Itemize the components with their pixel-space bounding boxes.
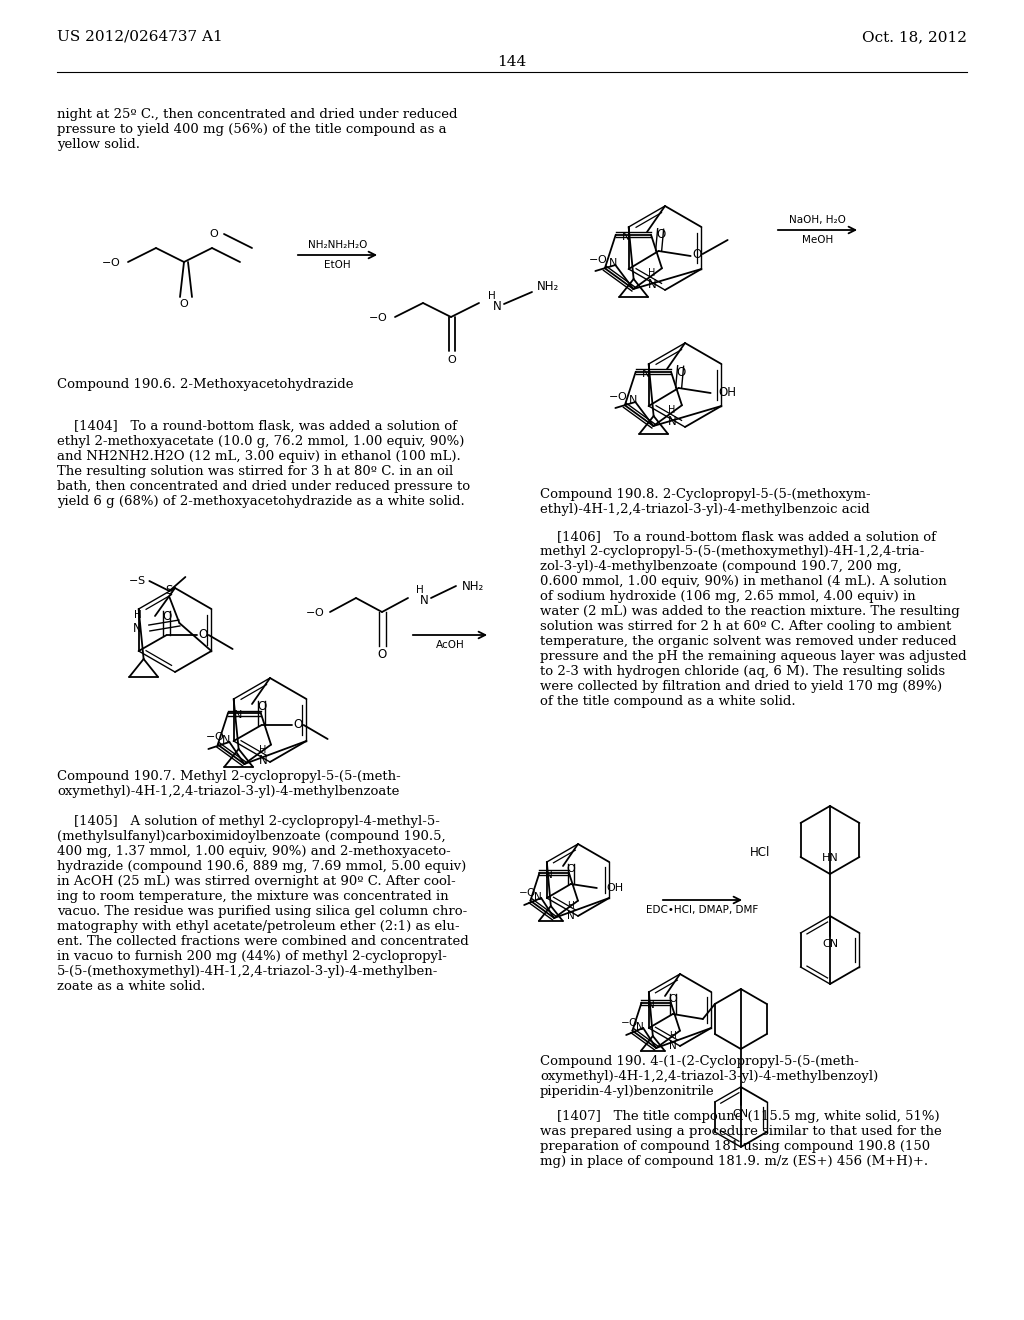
- Text: N: N: [646, 999, 654, 1010]
- Text: O: O: [566, 865, 575, 874]
- Text: $-$O: $-$O: [368, 312, 387, 323]
- Text: $-$O: $-$O: [620, 1016, 638, 1028]
- Text: N: N: [622, 232, 630, 242]
- Text: Compound 190.6. 2-Methoxyacetohydrazide: Compound 190.6. 2-Methoxyacetohydrazide: [57, 378, 353, 391]
- Text: N: N: [534, 892, 542, 902]
- Text: H: H: [259, 744, 266, 755]
- Text: [1404]   To a round-bottom flask, was added a solution of
ethyl 2-methoxyacetate: [1404] To a round-bottom flask, was adde…: [57, 420, 470, 508]
- Text: AcOH: AcOH: [435, 640, 464, 649]
- Text: S: S: [166, 585, 173, 598]
- Text: O: O: [162, 610, 171, 623]
- Text: N: N: [133, 622, 141, 635]
- Text: N: N: [420, 594, 428, 606]
- Text: Compound 190.8. 2-Cyclopropyl-5-(5-(methoxym-
ethyl)-4H-1,2,4-triazol-3-yl)-4-me: Compound 190.8. 2-Cyclopropyl-5-(5-(meth…: [540, 488, 870, 516]
- Text: O: O: [210, 228, 218, 239]
- Text: 144: 144: [498, 55, 526, 69]
- Text: Compound 190. 4-(1-(2-Cyclopropyl-5-(5-(meth-
oxymethyl)-4H-1,2,4-triazol-3-yl)-: Compound 190. 4-(1-(2-Cyclopropyl-5-(5-(…: [540, 1055, 879, 1098]
- Text: NH₂: NH₂: [537, 280, 559, 293]
- Text: O: O: [179, 300, 188, 309]
- Text: $-$O: $-$O: [588, 253, 607, 265]
- Text: NaOH, H₂O: NaOH, H₂O: [790, 215, 846, 224]
- Text: HN: HN: [821, 853, 839, 863]
- Text: O: O: [692, 248, 701, 260]
- Text: N: N: [642, 368, 650, 379]
- Text: Oct. 18, 2012: Oct. 18, 2012: [862, 30, 967, 44]
- Text: H: H: [648, 268, 655, 279]
- Text: [1407]   The title compound (115.5 mg, white solid, 51%)
was prepared using a pr: [1407] The title compound (115.5 mg, whi…: [540, 1110, 942, 1168]
- Text: US 2012/0264737 A1: US 2012/0264737 A1: [57, 30, 223, 44]
- Text: H: H: [670, 1031, 676, 1040]
- Text: N: N: [567, 911, 574, 921]
- Text: N: N: [647, 277, 656, 290]
- Text: CN: CN: [733, 1109, 749, 1119]
- Text: $-$O: $-$O: [608, 389, 628, 403]
- Text: NH₂NH₂H₂O: NH₂NH₂H₂O: [308, 240, 368, 249]
- Text: $-$O: $-$O: [518, 886, 537, 898]
- Text: O: O: [378, 648, 387, 660]
- Text: [1406]   To a round-bottom flask was added a solution of
methyl 2-cyclopropyl-5-: [1406] To a round-bottom flask was added…: [540, 531, 967, 708]
- Text: $-$O: $-$O: [100, 256, 120, 268]
- Text: N: N: [608, 259, 617, 268]
- Text: H: H: [488, 290, 496, 301]
- Text: $-$S: $-$S: [128, 574, 145, 586]
- Text: O: O: [669, 994, 677, 1005]
- Text: N: N: [545, 870, 552, 879]
- Text: O: O: [294, 718, 303, 731]
- Text: [1405]   A solution of methyl 2-cyclopropyl-4-methyl-5-
(methylsulfanyl)carboxim: [1405] A solution of methyl 2-cyclopropy…: [57, 814, 469, 993]
- Text: N: N: [233, 710, 242, 721]
- Text: O: O: [676, 366, 685, 379]
- Text: N: N: [669, 1040, 677, 1051]
- Text: O: O: [656, 228, 666, 242]
- Text: H: H: [133, 610, 141, 620]
- Text: Compound 190.7. Methyl 2-cyclopropyl-5-(5-(meth-
oxymethyl)-4H-1,2,4-triazol-3-y: Compound 190.7. Methyl 2-cyclopropyl-5-(…: [57, 770, 400, 799]
- Text: OH: OH: [607, 883, 624, 894]
- Text: N: N: [668, 414, 676, 428]
- Text: CN: CN: [822, 939, 838, 949]
- Text: H: H: [669, 405, 676, 416]
- Text: N: N: [629, 395, 637, 405]
- Text: $-$O: $-$O: [304, 606, 324, 618]
- Text: NH₂: NH₂: [462, 579, 484, 593]
- Text: O: O: [447, 355, 457, 366]
- Text: N: N: [493, 300, 502, 313]
- Text: $-$O: $-$O: [205, 730, 224, 742]
- Text: OH: OH: [719, 387, 736, 400]
- Text: H: H: [567, 902, 574, 911]
- Text: N: N: [636, 1022, 643, 1032]
- Text: MeOH: MeOH: [802, 235, 834, 246]
- Text: O: O: [257, 701, 266, 714]
- Text: N: N: [259, 754, 267, 767]
- Text: night at 25º C., then concentrated and dried under reduced
pressure to yield 400: night at 25º C., then concentrated and d…: [57, 108, 458, 150]
- Text: EDC•HCl, DMAP, DMF: EDC•HCl, DMAP, DMF: [646, 906, 759, 915]
- Text: O: O: [199, 628, 208, 642]
- Text: N: N: [221, 735, 230, 744]
- Text: H: H: [416, 585, 424, 595]
- Text: HCl: HCl: [750, 846, 770, 858]
- Text: EtOH: EtOH: [325, 260, 351, 271]
